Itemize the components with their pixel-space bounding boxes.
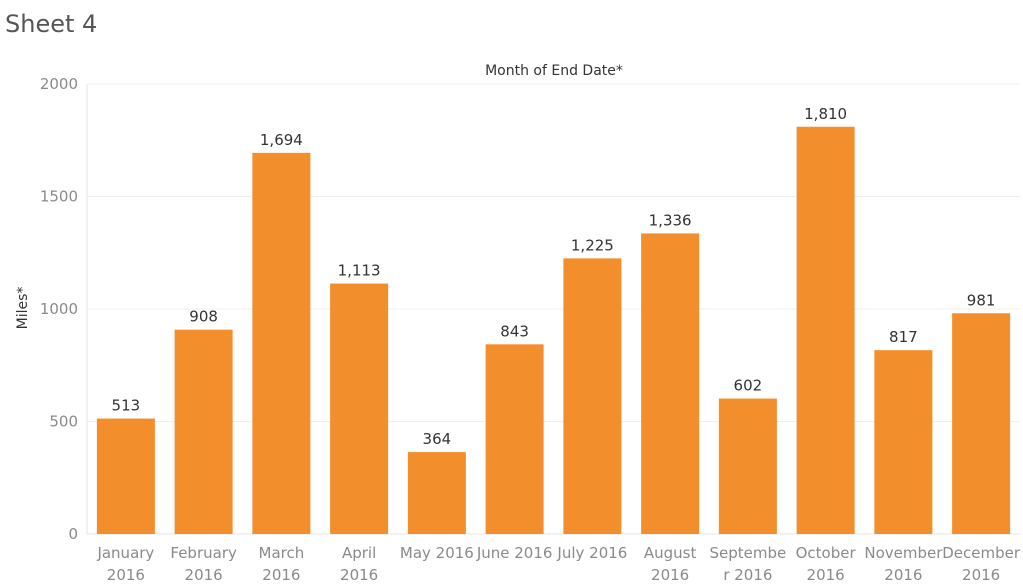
x-tick-label: October 2016: [796, 544, 857, 584]
x-tick-label: July 2016: [556, 544, 627, 562]
bar: [330, 283, 389, 534]
data-label: 908: [189, 308, 218, 326]
x-tick-label: August 2016: [644, 544, 697, 584]
grid-lines: [86, 83, 1020, 535]
data-label: 981: [967, 291, 996, 309]
bar: [407, 452, 466, 534]
data-label: 602: [734, 377, 763, 395]
x-tick-label: January 2016: [96, 544, 154, 584]
y-tick-label: 0: [68, 525, 78, 543]
x-tick-label: December 2016: [942, 544, 1021, 584]
data-labels: 513 908 1,694 1,113 364 843 1,225 1,336 602 1,810…: [112, 105, 996, 448]
bar: [563, 258, 622, 534]
data-label: 843: [500, 322, 529, 340]
data-label: 364: [423, 430, 452, 448]
sheet-title: Sheet 4: [5, 10, 98, 38]
bar: [718, 398, 777, 534]
bars: [96, 126, 1011, 534]
y-tick-label: 500: [49, 413, 78, 431]
x-tick-label: Septembe r 2016: [710, 544, 787, 584]
data-label: 817: [889, 328, 918, 346]
bar: [641, 233, 700, 534]
y-tick-label: 2000: [40, 75, 78, 93]
x-axis-ticks: January 2016 February 2016 March 2016 April 201…: [96, 544, 1020, 584]
data-label: 1,225: [571, 236, 614, 254]
chart-title: Month of End Date*: [485, 63, 623, 79]
bar: [252, 152, 311, 534]
x-tick-label: April 2016: [340, 544, 378, 584]
y-tick-label: 1500: [40, 188, 78, 206]
x-tick-label: February 2016: [170, 544, 237, 584]
bar: [796, 126, 855, 534]
data-label: 1,810: [804, 105, 847, 123]
y-axis-ticks: 0 500 1000 1500 2000: [40, 75, 78, 543]
bar: [174, 329, 233, 534]
bar: [485, 344, 544, 534]
data-label: 1,336: [649, 211, 692, 229]
bar: [874, 350, 933, 534]
x-tick-label: March 2016: [259, 544, 305, 584]
y-tick-label: 1000: [40, 300, 78, 318]
x-tick-label: November 2016: [864, 544, 943, 584]
data-label: 513: [112, 397, 141, 415]
bar: [96, 418, 155, 534]
data-label: 1,113: [338, 262, 381, 280]
y-axis-title: Miles*: [15, 287, 31, 330]
x-tick-label: May 2016: [400, 544, 474, 562]
data-label: 1,694: [260, 131, 303, 149]
bar: [952, 313, 1011, 534]
x-tick-label: June 2016: [476, 544, 553, 562]
